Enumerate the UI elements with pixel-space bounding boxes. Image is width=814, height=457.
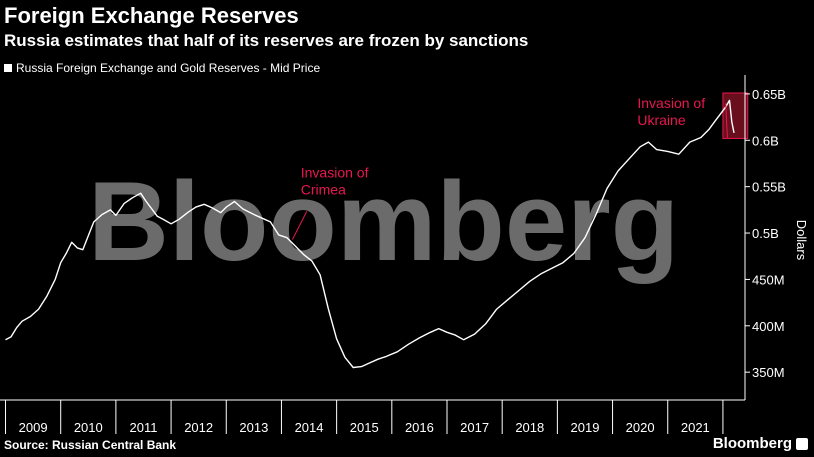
brand-mark: Bloomberg bbox=[713, 435, 808, 452]
x-tick-label: 2012 bbox=[184, 420, 213, 435]
annotation-label-1: Invasion of bbox=[637, 95, 705, 111]
y-tick-label: 0.5B bbox=[752, 226, 779, 241]
highlight-box bbox=[722, 92, 749, 139]
y-tick-label: 450M bbox=[752, 272, 785, 287]
series-line-0 bbox=[5, 99, 735, 369]
annotation-label-0: Crimea bbox=[301, 181, 346, 197]
x-tick-label: 2014 bbox=[295, 420, 324, 435]
brand-label: Bloomberg bbox=[712, 435, 792, 452]
chart-subtitle: Russia estimates that half of its reserv… bbox=[4, 31, 529, 50]
annotation-label-0: Invasion of bbox=[301, 164, 369, 180]
x-tick-label: 2016 bbox=[405, 420, 434, 435]
annotation-leader-0 bbox=[292, 211, 308, 240]
x-tick-label: 2013 bbox=[239, 420, 268, 435]
x-tick-label: 2017 bbox=[460, 420, 489, 435]
x-tick-label: 2020 bbox=[626, 420, 655, 435]
y-tick-label: 0.65B bbox=[752, 87, 786, 102]
chart-legend: Russia Foreign Exchange and Gold Reserve… bbox=[4, 61, 320, 75]
y-tick-label: 0.6B bbox=[752, 133, 779, 148]
y-axis-title: Dollars bbox=[794, 220, 809, 261]
legend-swatch bbox=[4, 64, 12, 72]
y-tick-label: 400M bbox=[752, 319, 785, 334]
watermark-logo: Bloomberg bbox=[88, 159, 679, 284]
x-tick-label: 2018 bbox=[515, 420, 544, 435]
annotation-leader-1 bbox=[725, 103, 728, 138]
legend-label: Russia Foreign Exchange and Gold Reserve… bbox=[16, 61, 321, 75]
chart-title: Foreign Exchange Reserves bbox=[4, 3, 299, 28]
x-tick-label: 2019 bbox=[571, 420, 600, 435]
x-tick-label: 2021 bbox=[681, 420, 710, 435]
x-tick-label: 2009 bbox=[19, 420, 48, 435]
x-axis: 2009 2010 2011 2012 2013 2014 2015 2016 2017 2018… bbox=[0, 399, 745, 435]
x-tick-label: 2015 bbox=[350, 420, 379, 435]
source-note: Source: Russian Central Bank bbox=[4, 438, 177, 452]
y-tick-label: 350M bbox=[752, 365, 785, 380]
y-axis: 350M 400M 450M 0.5B 0.55B 0.6B 0.65B bbox=[744, 75, 786, 400]
x-tick-label: 2011 bbox=[129, 420, 157, 435]
chart-icon bbox=[796, 437, 808, 450]
y-tick-label: 0.55B bbox=[752, 180, 786, 195]
x-tick-label: 2010 bbox=[74, 420, 103, 435]
annotation-label-1: Ukraine bbox=[637, 112, 685, 128]
